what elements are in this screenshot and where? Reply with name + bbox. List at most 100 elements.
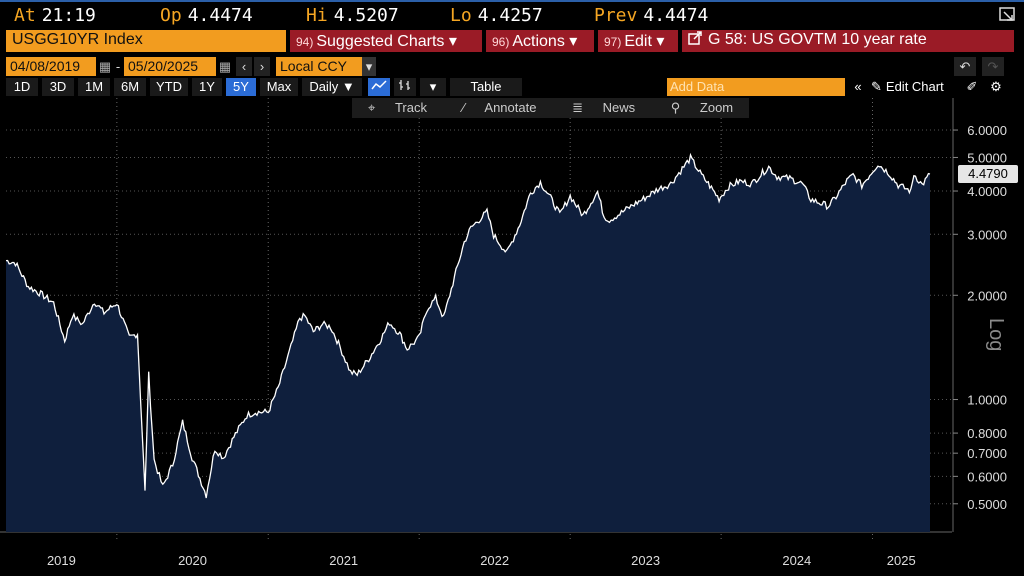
last-value-badge: 4.4790 xyxy=(958,165,1018,184)
series-line xyxy=(5,152,931,499)
x-tick-label: 2024 xyxy=(782,553,811,568)
annotate-label: Annotate xyxy=(484,100,537,115)
y-tick-label: 3.0000 xyxy=(967,227,1007,242)
quote-high: Hi 4.5207 xyxy=(306,5,399,26)
range-6m[interactable]: 6M xyxy=(114,78,146,96)
edit-button[interactable]: 97) Edit ▾ xyxy=(598,30,678,52)
range-1y[interactable]: 1Y xyxy=(192,78,222,96)
x-tick-label: 2022 xyxy=(480,553,509,568)
chart-tools: ⌖ Track ∕ Annotate ≣ News ⚲ Zoom xyxy=(352,98,750,118)
quote-at-value: 21:19 xyxy=(41,5,96,26)
track-tool[interactable]: ⌖ Track xyxy=(352,98,443,118)
x-tick-label: 2020 xyxy=(178,553,207,568)
collapse-icon[interactable]: « xyxy=(849,78,867,96)
quote-prev: Prev 4.4474 xyxy=(594,5,708,26)
currency-select[interactable]: Local CCY xyxy=(276,57,376,76)
actions-label: Actions ▾ xyxy=(512,33,578,50)
quote-bar: At 21:19 Op 4.4474 Hi 4.5207 Lo 4.4257 Prev 4… xyxy=(0,0,1024,30)
range-1m[interactable]: 1M xyxy=(78,78,110,96)
y-axis: 6.0000 5.0000 4.0000 3.0000 2.0000 1.0000 0.80… xyxy=(953,123,1007,512)
range-1d[interactable]: 1D xyxy=(6,78,38,96)
add-data-input[interactable]: Add Data xyxy=(667,78,845,96)
quote-open-value: 4.4474 xyxy=(187,5,253,26)
external-link-icon xyxy=(688,31,702,45)
suggested-num: 94) xyxy=(296,35,314,49)
chart-title-button[interactable]: G 58: US GOVTM 10 year rate xyxy=(682,30,1014,52)
range-3d[interactable]: 3D xyxy=(42,78,74,96)
pencil-icon: ✎ xyxy=(871,79,882,94)
suggested-charts-button[interactable]: 94) Suggested Charts ▾ xyxy=(290,30,482,52)
bar-chart-icon[interactable] xyxy=(394,78,416,96)
edit-chart-label: Edit Chart xyxy=(885,79,944,94)
news-icon: ≣ xyxy=(572,100,583,115)
top-stripe xyxy=(0,0,1024,2)
line-chart-icon[interactable] xyxy=(368,78,390,96)
chart-area[interactable]: 6.0000 5.0000 4.0000 3.0000 2.0000 1.0000 0.80… xyxy=(0,98,1024,576)
actions-num: 96) xyxy=(492,35,510,49)
annotate-tool[interactable]: ∕ Annotate xyxy=(447,98,553,118)
gear-icon[interactable]: ⚙ xyxy=(986,78,1006,96)
undo-icon[interactable]: ↶ xyxy=(954,57,976,76)
ticker-input[interactable]: USGG10YR Index xyxy=(6,30,286,52)
y-tick-label: 0.6000 xyxy=(967,469,1007,484)
range-ytd[interactable]: YTD xyxy=(150,78,188,96)
quote-prev-label: Prev xyxy=(594,5,638,26)
date-separator: - xyxy=(114,57,122,76)
quote-high-label: Hi xyxy=(306,5,328,26)
zoom-tool[interactable]: ⚲ Zoom xyxy=(655,98,749,118)
range-row: 1D 3D 1M 6M YTD 1Y 5Y Max Daily ▼ ▾ Tabl… xyxy=(0,77,1024,97)
zoom-label: Zoom xyxy=(699,100,734,115)
quote-at-label: At xyxy=(14,5,36,26)
x-tick-label: 2025 xyxy=(887,553,916,568)
start-date-input[interactable]: 04/08/2019 xyxy=(6,57,96,76)
last-value-label: 4.4790 xyxy=(968,166,1008,181)
quote-open-label: Op xyxy=(160,5,182,26)
quote-prev-value: 4.4474 xyxy=(643,5,709,26)
track-label: Track xyxy=(394,100,427,115)
edit-chart-button[interactable]: ✎ Edit Chart xyxy=(871,78,944,96)
quote-open: Op 4.4474 xyxy=(160,5,253,26)
annotate-icon: ∕ xyxy=(462,100,465,115)
range-max[interactable]: Max xyxy=(260,78,298,96)
x-tick-label: 2023 xyxy=(631,553,660,568)
command-row: USGG10YR Index 94) Suggested Charts ▾ 96)… xyxy=(0,30,1024,52)
chart-type-dropdown-icon[interactable]: ▾ xyxy=(420,78,446,96)
y-tick-label: 2.0000 xyxy=(967,288,1007,303)
y-tick-label: 1.0000 xyxy=(967,393,1007,408)
table-button[interactable]: Table xyxy=(450,78,522,96)
quote-low-value: 4.4257 xyxy=(477,5,543,26)
x-tick-label: 2021 xyxy=(329,553,358,568)
date-row: 04/08/2019 ▦ - 05/20/2025 ▦ ‹ › Local CC… xyxy=(0,57,1024,77)
edit-label: Edit ▾ xyxy=(624,33,665,50)
edit-pen-icon[interactable]: ✐ xyxy=(964,78,980,96)
end-date-input[interactable]: 05/20/2025 xyxy=(124,57,216,76)
actions-button[interactable]: 96) Actions ▾ xyxy=(486,30,594,52)
chart-title: G 58: US GOVTM 10 year rate xyxy=(708,31,927,48)
y-tick-label: 0.8000 xyxy=(967,426,1007,441)
next-period-button[interactable]: › xyxy=(254,57,270,76)
expand-icon[interactable] xyxy=(998,6,1018,26)
news-label: News xyxy=(602,100,636,115)
range-5y[interactable]: 5Y xyxy=(226,78,256,96)
currency-dropdown-icon[interactable]: ▾ xyxy=(362,57,376,76)
edit-num: 97) xyxy=(604,35,622,49)
redo-icon[interactable]: ↷ xyxy=(982,57,1004,76)
y-tick-label: 6.0000 xyxy=(967,123,1007,138)
y-tick-label: 0.5000 xyxy=(967,497,1007,512)
x-tick-label: 2019 xyxy=(47,553,76,568)
suggested-label: Suggested Charts ▾ xyxy=(316,33,457,50)
quote-low-label: Lo xyxy=(450,5,472,26)
series-area xyxy=(6,154,930,532)
prev-period-button[interactable]: ‹ xyxy=(236,57,252,76)
calendar-icon[interactable]: ▦ xyxy=(98,57,112,76)
y-tick-label: 0.7000 xyxy=(967,446,1007,461)
crosshair-icon: ⌖ xyxy=(368,100,376,115)
quote-low: Lo 4.4257 xyxy=(450,5,543,26)
y-tick-label: 4.0000 xyxy=(967,184,1007,199)
frequency-select[interactable]: Daily ▼ xyxy=(302,78,362,96)
zoom-icon: ⚲ xyxy=(670,100,681,115)
y-axis-label: Log xyxy=(985,318,1007,351)
quote-high-value: 4.5207 xyxy=(333,5,399,26)
calendar-icon-end[interactable]: ▦ xyxy=(218,57,232,76)
news-tool[interactable]: ≣ News xyxy=(556,98,651,118)
